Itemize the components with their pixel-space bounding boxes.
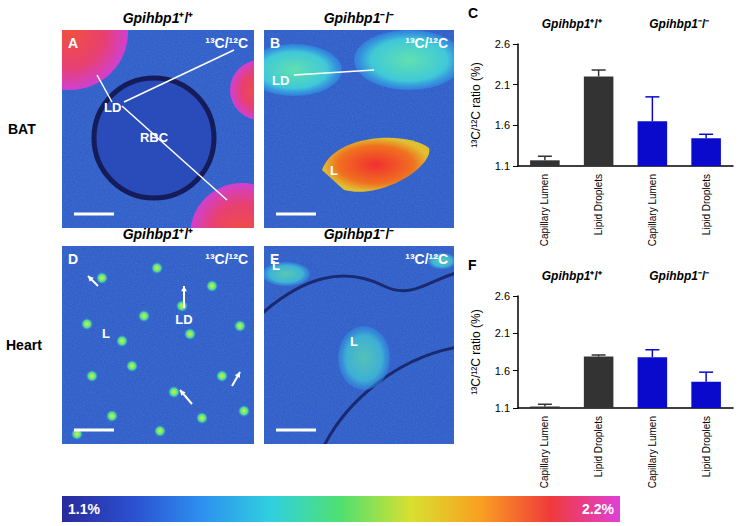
svg-text:1.6: 1.6 xyxy=(495,365,510,377)
svg-text:¹³C/¹²C: ¹³C/¹²C xyxy=(205,35,248,51)
svg-text:¹³C/¹²C: ¹³C/¹²C xyxy=(405,35,448,51)
svg-text:Heart: Heart xyxy=(6,337,42,353)
svg-text:Gpihbp1⁻/⁻: Gpihbp1⁻/⁻ xyxy=(324,10,395,26)
svg-text:¹³C/¹²C ratio (%): ¹³C/¹²C ratio (%) xyxy=(469,309,483,394)
svg-text:⁻/⁻: ⁻/⁻ xyxy=(698,17,709,31)
svg-text:2.1: 2.1 xyxy=(495,79,510,91)
svg-text:C: C xyxy=(468,5,478,21)
svg-text:LD: LD xyxy=(272,73,289,88)
svg-text:Gpihbp1: Gpihbp1 xyxy=(649,269,698,283)
svg-text:¹³C/¹²C ratio (%): ¹³C/¹²C ratio (%) xyxy=(469,62,483,147)
svg-text:D: D xyxy=(68,251,78,267)
svg-text:2.2%: 2.2% xyxy=(582,501,614,517)
svg-text:Capillary Lumen: Capillary Lumen xyxy=(647,416,658,488)
svg-text:Lipid Droplets: Lipid Droplets xyxy=(593,416,604,477)
svg-text:Lipid Droplets: Lipid Droplets xyxy=(701,416,712,477)
svg-text:⁻/⁻: ⁻/⁻ xyxy=(698,269,709,283)
svg-text:Lipid Droplets: Lipid Droplets xyxy=(593,174,604,235)
svg-text:⁺/⁺: ⁺/⁺ xyxy=(590,17,601,31)
svg-text:Gpihbp1: Gpihbp1 xyxy=(542,17,591,31)
svg-text:Gpihbp1: Gpihbp1 xyxy=(542,269,591,283)
svg-text:L: L xyxy=(350,334,358,349)
svg-text:2.1: 2.1 xyxy=(495,327,510,339)
svg-text:Gpihbp1⁺/⁺: Gpihbp1⁺/⁺ xyxy=(123,10,194,26)
svg-text:Lipid Droplets: Lipid Droplets xyxy=(701,174,712,235)
svg-text:2.6: 2.6 xyxy=(495,290,510,302)
svg-text:Gpihbp1⁺/⁺: Gpihbp1⁺/⁺ xyxy=(123,226,194,242)
svg-text:E: E xyxy=(270,251,279,267)
svg-text:¹³C/¹²C: ¹³C/¹²C xyxy=(405,251,448,267)
svg-text:RBC: RBC xyxy=(140,130,169,145)
svg-text:F: F xyxy=(468,257,477,273)
svg-text:BAT: BAT xyxy=(8,121,36,137)
svg-text:L: L xyxy=(330,163,338,178)
svg-text:Gpihbp1⁻/⁻: Gpihbp1⁻/⁻ xyxy=(324,226,395,242)
svg-text:Capillary Lumen: Capillary Lumen xyxy=(539,416,550,488)
svg-text:1.6: 1.6 xyxy=(495,119,510,131)
svg-text:¹³C/¹²C: ¹³C/¹²C xyxy=(205,251,248,267)
svg-text:Gpihbp1: Gpihbp1 xyxy=(649,17,698,31)
svg-text:1.1: 1.1 xyxy=(495,160,510,172)
svg-text:Capillary Lumen: Capillary Lumen xyxy=(539,174,550,246)
svg-text:2.6: 2.6 xyxy=(495,38,510,50)
svg-text:L: L xyxy=(102,326,110,341)
svg-text:Capillary Lumen: Capillary Lumen xyxy=(647,174,658,246)
svg-text:LD: LD xyxy=(104,100,121,115)
svg-text:B: B xyxy=(270,35,280,51)
svg-text:⁺/⁺: ⁺/⁺ xyxy=(590,269,601,283)
svg-text:A: A xyxy=(68,35,78,51)
svg-text:1.1: 1.1 xyxy=(495,402,510,414)
svg-text:LD: LD xyxy=(175,312,192,327)
svg-text:1.1%: 1.1% xyxy=(68,501,100,517)
